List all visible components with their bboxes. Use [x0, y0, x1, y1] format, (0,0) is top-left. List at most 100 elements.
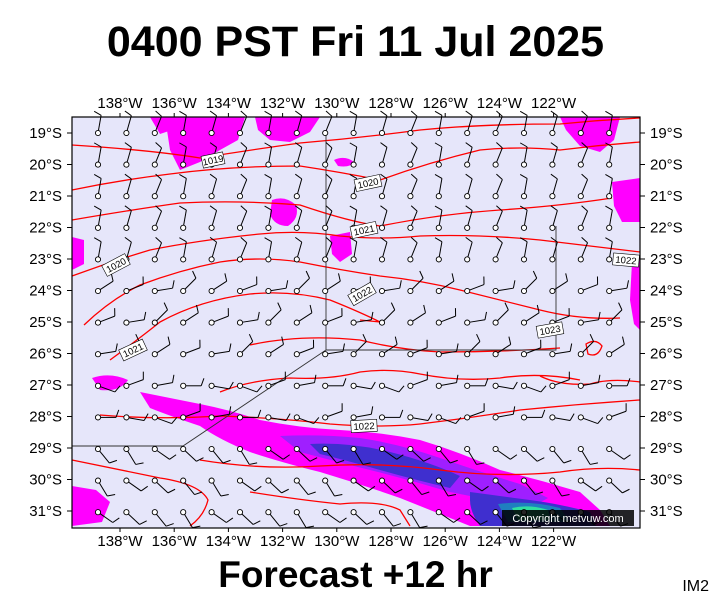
wind-barb-staff: [353, 146, 358, 163]
wind-station: [236, 382, 244, 389]
lon-label-bottom: 136°W: [152, 533, 198, 550]
wind-barb-feather: [165, 523, 174, 527]
wind-barb-feather: [453, 517, 461, 523]
wind-barb-staff: [554, 315, 570, 323]
wind-barb-feather: [200, 378, 205, 386]
wind-station: [208, 129, 215, 137]
wind-barb-feather: [623, 454, 631, 460]
rain-area-6: [270, 198, 297, 226]
lon-label-top: 124°W: [477, 95, 523, 112]
wind-station: [151, 287, 158, 295]
wind-station: [350, 319, 357, 326]
wind-barb-staff: [156, 343, 171, 354]
wind-station: [407, 161, 414, 168]
wind-barb-staff: [185, 312, 199, 322]
wind-station: [123, 414, 130, 421]
wind-barb-feather: [264, 205, 272, 211]
wind-barb-feather: [285, 413, 291, 421]
lat-label-left: 24°S: [29, 283, 62, 300]
wind-barb-feather: [510, 454, 518, 460]
wind-barb-feather: [410, 142, 418, 149]
wind-barb-staff: [155, 242, 163, 258]
wind-station: [350, 509, 357, 516]
wind-station: [520, 129, 528, 137]
wind-station: [94, 161, 102, 168]
wind-station: [606, 287, 613, 295]
wind-station: [549, 351, 556, 358]
wind-station: [464, 193, 471, 200]
wind-barb-feather: [504, 302, 509, 311]
wind-barb-feather: [398, 385, 405, 393]
wind-station: [606, 414, 613, 421]
wind-barb-feather: [581, 110, 588, 117]
wind-barb-staff: [609, 209, 613, 226]
lat-label-left: 30°S: [29, 472, 62, 489]
wind-barb-staff: [241, 481, 256, 492]
wind-barb-staff: [582, 341, 594, 353]
wind-station: [549, 224, 556, 231]
wind-station: [265, 382, 272, 389]
wind-station: [378, 287, 386, 295]
wind-station: [94, 382, 102, 389]
wind-barb-feather: [410, 205, 418, 212]
wind-barb-staff: [241, 341, 254, 353]
wind-station: [407, 382, 414, 389]
wind-barb-staff: [469, 410, 485, 417]
wind-barb-staff: [498, 287, 514, 292]
wind-station: [293, 256, 300, 263]
wind-barb-staff: [609, 115, 613, 131]
wind-station: [350, 129, 357, 137]
wind-station: [236, 509, 244, 516]
wind-barb-feather: [254, 485, 262, 492]
wind-barb-feather: [449, 459, 458, 464]
wind-barb-feather: [240, 110, 248, 117]
wind-barb-staff: [212, 482, 222, 497]
wind-barb-feather: [519, 142, 528, 148]
wind-barb-staff: [497, 482, 510, 494]
wind-barb-staff: [325, 116, 333, 131]
wind-barb-feather: [349, 237, 357, 243]
wind-barb-staff: [184, 450, 197, 462]
wind-barb-staff: [583, 382, 599, 386]
wind-station: [492, 319, 499, 326]
wind-barb-feather: [496, 173, 503, 180]
wind-barb-feather: [456, 374, 459, 383]
wind-barb-feather: [410, 236, 418, 244]
wind-barb-feather: [622, 488, 630, 494]
wind-station: [492, 129, 499, 137]
wind-barb-feather: [349, 110, 357, 116]
wind-barb-feather: [484, 378, 489, 386]
wind-barb-staff: [383, 450, 398, 460]
wind-barb-feather: [143, 311, 147, 320]
wind-barb-staff: [240, 242, 248, 258]
wind-barb-feather: [305, 525, 315, 529]
map-axes: 138°W 138°W 136°W 136°W 134°W 134°W 132°W 132°W…: [29, 95, 682, 550]
wind-barb-feather: [325, 173, 333, 180]
wind-station: [520, 193, 528, 200]
wind-barb-staff: [382, 147, 388, 163]
wind-station: [435, 287, 442, 295]
wind-station: [577, 256, 584, 263]
wind-barb-staff: [497, 343, 511, 354]
wind-barb-feather: [380, 110, 388, 117]
wind-barb-staff: [184, 482, 195, 495]
lat-label-right: 23°S: [650, 251, 683, 268]
wind-station: [549, 477, 556, 484]
wind-station: [492, 477, 499, 484]
wind-barb-staff: [269, 513, 281, 527]
wind-barb-feather: [313, 417, 320, 424]
wind-station: [322, 414, 329, 421]
wind-barb-feather: [171, 417, 178, 424]
wind-barb-feather: [622, 336, 625, 345]
wind-barb-staff: [611, 410, 627, 417]
wind-barb-feather: [605, 205, 613, 211]
wind-barb-staff: [242, 284, 257, 291]
wind-barb-staff: [611, 450, 625, 460]
wind-barb-staff: [155, 210, 163, 226]
wind-station: [407, 445, 414, 453]
wind-station: [151, 351, 158, 358]
wind-barb-feather: [179, 205, 187, 211]
lat-label-right: 24°S: [650, 283, 683, 300]
wind-barb-feather: [309, 457, 318, 462]
wind-station: [492, 256, 499, 263]
